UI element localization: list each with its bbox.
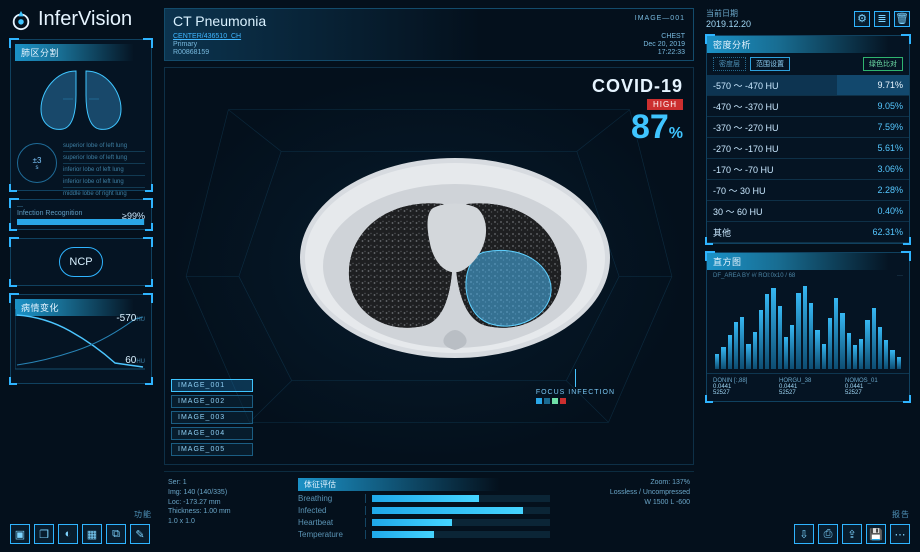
tool-grid-icon[interactable]: ▦ [82,524,102,544]
meta-recid: R00868159 [173,49,241,56]
tool-copy-icon[interactable]: ⧉ [106,524,126,544]
meta-center[interactable]: CENTER/436510_CH [173,33,241,40]
right-toolbar: ⇩ ⎙ ⇪ 💾 ⋯ [706,524,910,544]
list-icon[interactable]: ≣ [874,11,890,27]
histogram-chart [707,282,909,374]
meta-block-left: Ser: 1 Img: 140 (140/335) Loc: -173.27 m… [168,478,288,542]
focus-chip-row [536,398,615,404]
density-table: -570 ～ -470 HU9.71%-470 ～ -370 HU9.05%-3… [707,75,909,243]
tool-edit-icon[interactable]: ✎ [130,524,150,544]
settings-icon[interactable]: ⚙ [854,11,870,27]
histogram-panel: 直方图 DF_AREA BY #/ ROI:0x10 / 68··· DONIN… [706,252,910,402]
image-list-item[interactable]: IMAGE_004 [171,427,253,440]
meta-time: 17:22:33 [643,49,685,56]
density-row[interactable]: -170 ～ -70 HU3.06% [707,159,909,180]
tool-print-icon[interactable]: ⎙ [818,524,838,544]
image-list-item[interactable]: IMAGE_005 [171,443,253,456]
density-row[interactable]: -370 ～ -270 HU7.59% [707,117,909,138]
ncp-ring: NCP [59,247,103,277]
focus-pin: FOCUS INFECTION [536,369,615,404]
current-date: 当前日期 2019.12.20 [706,8,751,29]
left-toolbar: ▣ ❐ ◐ ▦ ⧉ ✎ [10,524,152,544]
brand-logo-icon [10,9,32,31]
tool-window-icon[interactable]: ❐ [34,524,54,544]
ncp-panel: NCP [10,238,152,286]
scan-area: COVID-19 HIGH 87% FOCUS INFECTION IMAGE_… [164,67,694,465]
density-row[interactable]: -570 ～ -470 HU9.71% [707,75,909,96]
center-header: CT Pneumonia IMAGE—001 CENTER/436510_CH … [164,8,694,61]
meta-block-right: Zoom: 137% Lossless / Uncompressed W 150… [560,478,690,542]
density-row[interactable]: -270 ～ -170 HU5.61% [707,138,909,159]
histogram-legend: DONIN [:,88]0.044152527HORGU_380.0441525… [707,374,909,400]
lungs-panel: 肺区分割 ±3 s superior lobe of left lungsupe… [10,39,152,191]
lungs-panel-title: 肺区分割 [15,44,147,61]
meta-primary: Primary [173,41,241,48]
tool-save-icon[interactable]: 💾 [866,524,886,544]
density-row[interactable]: -470 ～ -370 HU9.05% [707,96,909,117]
tool-share-icon[interactable]: ⇪ [842,524,862,544]
left-footer-tag: 功能 [10,509,152,520]
density-row[interactable]: 30 ～ 60 HU0.40% [707,201,909,222]
image-list-item[interactable]: IMAGE_003 [171,411,253,424]
image-list: IMAGE_001 IMAGE_002 IMAGE_003 IMAGE_004 IMAG… [171,379,253,456]
lung-mini-lines: superior lobe of left lungsuperior lobe … [63,143,145,200]
image-list-item[interactable]: IMAGE_001 [171,379,253,392]
meta-modality: CHEST [643,33,685,40]
delete-icon[interactable]: 🗑 [894,11,910,27]
density-tab-compare[interactable]: 绿色比对 [863,57,903,71]
density-row[interactable]: 其他62.31% [707,222,909,243]
vital-row: Temperature [298,530,550,539]
curve-panel: 病情变化 -570HU 60HU [10,294,152,384]
density-tab-layers[interactable]: 密度层 [713,57,746,71]
right-footer-tag: 报告 [706,509,910,520]
infection-panel: — Infection Recognition ≥99% [10,199,152,230]
vital-row: Breathing [298,494,550,503]
diagnosis-label: COVID-19 [592,76,683,97]
vital-row: Infected [298,506,550,515]
tool-contrast-icon[interactable]: ◐ [58,524,78,544]
density-tab-range[interactable]: 范围设置 [750,57,790,71]
page-title: CT Pneumonia [173,13,685,29]
vitals-block: 体征评估 BreathingInfectedHeartbeatTemperatu… [298,478,550,542]
probability-value: 87% [592,108,683,147]
image-tag: IMAGE—001 [635,15,685,22]
density-panel: 密度分析 密度层 范围设置 绿色比对 -570 ～ -470 HU9.71%-4… [706,35,910,244]
density-row[interactable]: -70 ～ 30 HU2.28% [707,180,909,201]
vital-row: Heartbeat [298,518,550,527]
image-list-item[interactable]: IMAGE_002 [171,395,253,408]
brand-name: InferVision [38,8,132,31]
tool-more-icon[interactable]: ⋯ [890,524,910,544]
brand: InferVision [10,8,152,31]
tool-export-icon[interactable]: ⇩ [794,524,814,544]
score-block: COVID-19 HIGH 87% [592,76,683,147]
meta-date: Dec 20, 2019 [643,41,685,48]
lungs-figure [15,61,147,141]
tool-reset-icon[interactable]: ▣ [10,524,30,544]
lung-ring-stat: ±3 s [17,143,57,183]
ct-image [295,148,615,368]
